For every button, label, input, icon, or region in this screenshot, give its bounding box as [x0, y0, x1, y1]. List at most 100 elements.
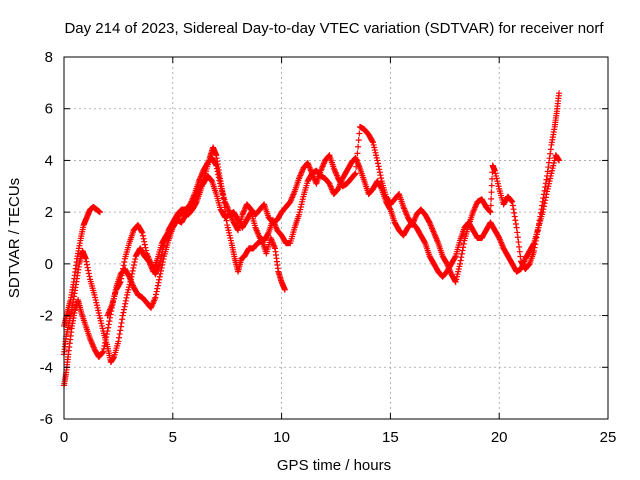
- data-point: [120, 262, 127, 269]
- data-point: [421, 239, 428, 246]
- data-point: [532, 237, 539, 244]
- y-tick-label: 2: [45, 204, 53, 221]
- x-tick-label: 15: [382, 429, 399, 446]
- data-point: [514, 234, 521, 241]
- data-point: [281, 286, 288, 293]
- data-point: [143, 247, 150, 254]
- data-point: [386, 205, 393, 212]
- data-point: [96, 209, 103, 216]
- data-point: [159, 246, 166, 253]
- data-point: [116, 280, 123, 287]
- data-point: [541, 187, 548, 194]
- data-point: [369, 138, 376, 145]
- data-point: [513, 224, 520, 231]
- y-tick-label: -6: [40, 411, 53, 428]
- x-tick-label: 20: [491, 429, 508, 446]
- x-axis-label: GPS time / hours: [277, 457, 391, 474]
- data-point: [121, 303, 128, 310]
- data-point: [103, 331, 110, 338]
- data-point: [116, 331, 123, 338]
- data-point: [214, 168, 221, 175]
- data-point: [452, 254, 459, 261]
- data-point: [352, 170, 359, 177]
- data-point: [105, 321, 112, 328]
- data-point: [138, 228, 145, 235]
- data-point: [154, 282, 161, 289]
- data-point: [103, 333, 110, 340]
- data-point: [118, 275, 125, 282]
- data-point: [355, 143, 362, 150]
- data-point: [488, 189, 495, 196]
- y-tick-label: -2: [40, 308, 53, 325]
- data-point: [117, 327, 124, 334]
- x-tick-label: 25: [600, 429, 617, 446]
- data-point: [510, 206, 517, 213]
- data-point: [115, 338, 122, 345]
- data-point: [509, 198, 516, 205]
- data-point: [355, 137, 362, 144]
- data-point: [509, 202, 516, 209]
- data-point: [457, 260, 464, 267]
- data-point: [374, 160, 381, 167]
- data-point: [102, 336, 109, 343]
- data-point: [511, 209, 518, 216]
- data-point: [516, 243, 523, 250]
- data-point: [159, 249, 166, 256]
- data-point: [120, 265, 127, 272]
- data-point: [458, 250, 465, 257]
- data-point: [102, 339, 109, 346]
- data-point: [153, 291, 160, 298]
- data-point: [156, 273, 163, 280]
- chart-title: Day 214 of 2023, Sidereal Day-to-day VTE…: [64, 20, 604, 37]
- data-point: [532, 241, 539, 248]
- data-point: [120, 309, 127, 316]
- data-point: [374, 157, 381, 164]
- data-point: [119, 316, 126, 323]
- data-point: [354, 150, 361, 157]
- data-point: [531, 244, 538, 251]
- data-point: [458, 254, 465, 261]
- data-point: [488, 195, 495, 202]
- data-point: [116, 334, 123, 341]
- data-point: [122, 300, 129, 307]
- data-point: [545, 164, 552, 171]
- data-point: [351, 171, 358, 178]
- data-point: [130, 264, 137, 271]
- data-point: [100, 348, 107, 355]
- data-point: [217, 180, 224, 187]
- data-point: [517, 253, 524, 260]
- x-tick-label: 10: [273, 429, 290, 446]
- series-trace-2: [61, 152, 563, 389]
- data-point: [546, 155, 553, 162]
- data-point: [157, 257, 164, 264]
- data-point: [542, 184, 549, 191]
- data-point: [104, 328, 111, 335]
- data-point: [375, 163, 382, 170]
- data-point: [514, 229, 521, 236]
- x-axis: 0 5 10 15 20 25: [60, 57, 617, 446]
- data-point: [545, 159, 552, 166]
- data-point: [82, 255, 89, 262]
- y-tick-label: 6: [45, 101, 53, 118]
- data-point: [537, 209, 544, 216]
- data-point: [213, 162, 220, 169]
- data-point: [213, 165, 220, 172]
- data-point: [534, 227, 541, 234]
- data-point: [84, 261, 91, 268]
- data-point: [85, 270, 92, 277]
- data-point: [83, 258, 90, 265]
- data-point: [537, 213, 544, 220]
- data-point: [152, 294, 159, 301]
- data-point: [131, 259, 138, 266]
- data-point: [132, 256, 139, 263]
- data-point: [556, 90, 563, 97]
- data-point: [540, 195, 547, 202]
- data-point: [460, 240, 467, 247]
- data-point: [139, 229, 146, 236]
- data-point: [457, 257, 464, 264]
- data-point: [377, 172, 384, 179]
- data-point: [536, 217, 543, 224]
- data-point: [86, 273, 93, 280]
- data-point: [117, 278, 124, 285]
